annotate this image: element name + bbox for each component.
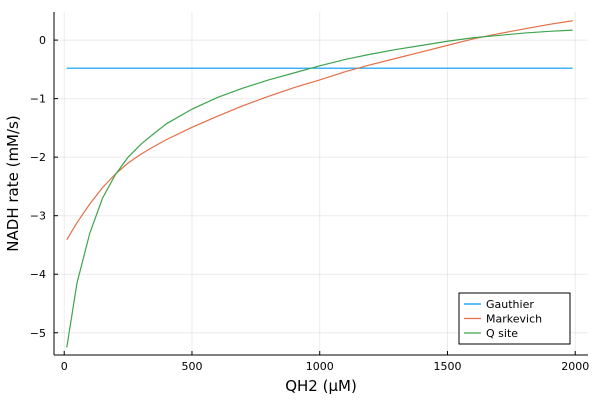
y-tick-label: −4 bbox=[30, 268, 46, 281]
legend-label: Markevich bbox=[486, 313, 542, 326]
x-ticks: 0 500 1000 1500 2000 bbox=[61, 351, 589, 373]
series-group bbox=[66, 20, 573, 348]
y-tick-label: −2 bbox=[30, 151, 46, 164]
legend-label: Q site bbox=[486, 327, 518, 340]
y-tick-label: −1 bbox=[30, 93, 46, 106]
y-tick-label: −3 bbox=[30, 210, 46, 223]
y-tick-label: 0 bbox=[39, 34, 46, 47]
axes bbox=[53, 12, 588, 356]
series-line-q-site bbox=[66, 29, 573, 348]
x-tick-label: 500 bbox=[181, 360, 202, 373]
y-tick-label: −5 bbox=[30, 327, 46, 340]
x-tick-label: 1500 bbox=[433, 360, 461, 373]
x-tick-label: 1000 bbox=[306, 360, 334, 373]
x-axis-title: QH2 (μM) bbox=[285, 377, 357, 395]
legend-label: Gauthier bbox=[486, 298, 534, 311]
y-ticks: −5 −4 −3 −2 −1 0 bbox=[30, 34, 58, 340]
x-tick-label: 2000 bbox=[561, 360, 589, 373]
x-tick-label: 0 bbox=[61, 360, 68, 373]
y-axis-title: NADH rate (mM/s) bbox=[4, 115, 22, 251]
grid bbox=[54, 12, 588, 355]
